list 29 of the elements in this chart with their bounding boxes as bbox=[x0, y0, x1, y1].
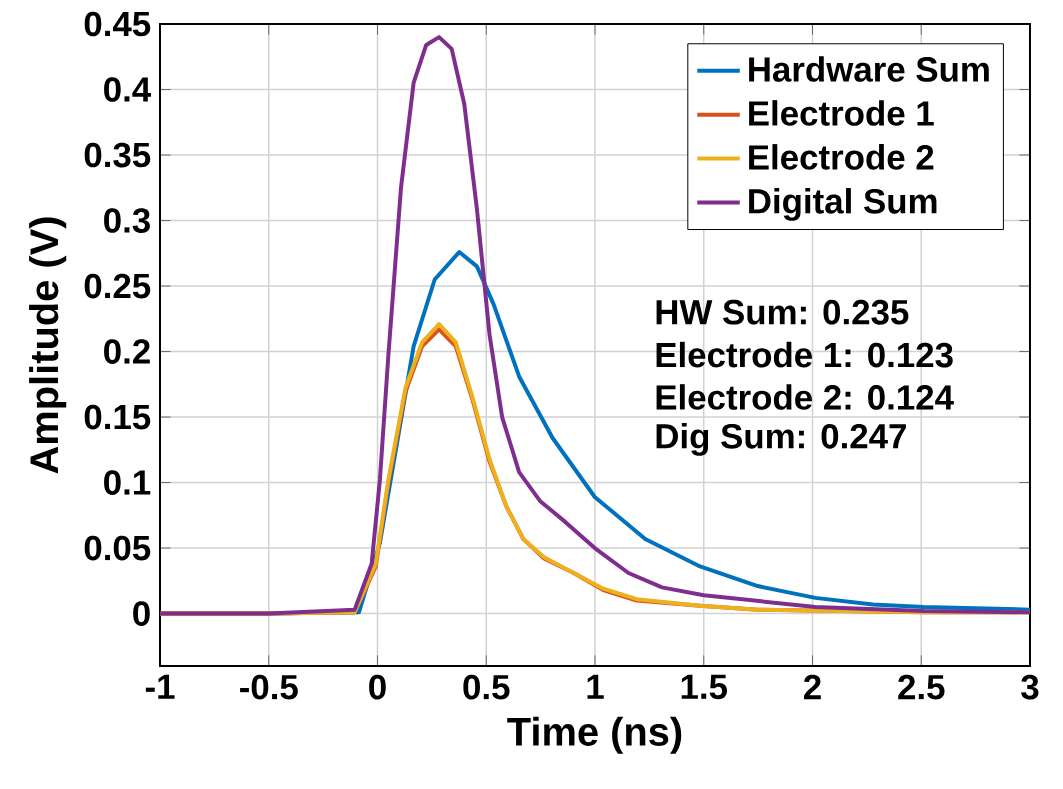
y-tick-label: 0.35 bbox=[84, 142, 151, 168]
legend-label: Hardware Sum bbox=[749, 56, 989, 82]
legend-label: Electrode 1 bbox=[749, 100, 934, 126]
y-tick-label: 0.2 bbox=[104, 339, 150, 364]
x-tick-label: 0.5 bbox=[463, 674, 510, 700]
y-tick-label: 0.1 bbox=[104, 470, 151, 495]
y-axis-title: Amplitude (V) bbox=[29, 217, 67, 474]
annotation: Electrode 1: 0.123 bbox=[656, 341, 953, 368]
x-tick-label: 0 bbox=[369, 674, 386, 700]
legend-label: Digital Sum bbox=[749, 188, 937, 221]
annotation: Dig Sum: 0.247 bbox=[656, 423, 906, 456]
y-tick-label: 0.05 bbox=[84, 535, 151, 561]
y-tick-label: 0.15 bbox=[84, 404, 151, 430]
y-tick-label: 0.25 bbox=[84, 273, 151, 299]
legend-label: Electrode 2 bbox=[749, 144, 934, 170]
annotation: HW Sum: 0.235 bbox=[656, 299, 909, 325]
x-tick-label: -0.5 bbox=[240, 674, 298, 700]
x-tick-label: 2 bbox=[804, 674, 821, 700]
x-tick-label: -1 bbox=[145, 674, 175, 699]
x-tick-label: 3 bbox=[1021, 674, 1039, 700]
annotation: Electrode 2: 0.124 bbox=[656, 384, 954, 410]
y-tick-label: 0 bbox=[133, 601, 150, 626]
x-axis-title: Time (ns) bbox=[507, 716, 682, 754]
y-tick-label: 0.45 bbox=[84, 11, 151, 37]
x-tick-label: 1.5 bbox=[681, 674, 728, 700]
y-tick-label: 0.4 bbox=[104, 77, 152, 102]
x-tick-label: 1 bbox=[587, 674, 604, 699]
x-tick-label: 2.5 bbox=[898, 674, 945, 700]
y-tick-label: 0.3 bbox=[104, 208, 150, 233]
